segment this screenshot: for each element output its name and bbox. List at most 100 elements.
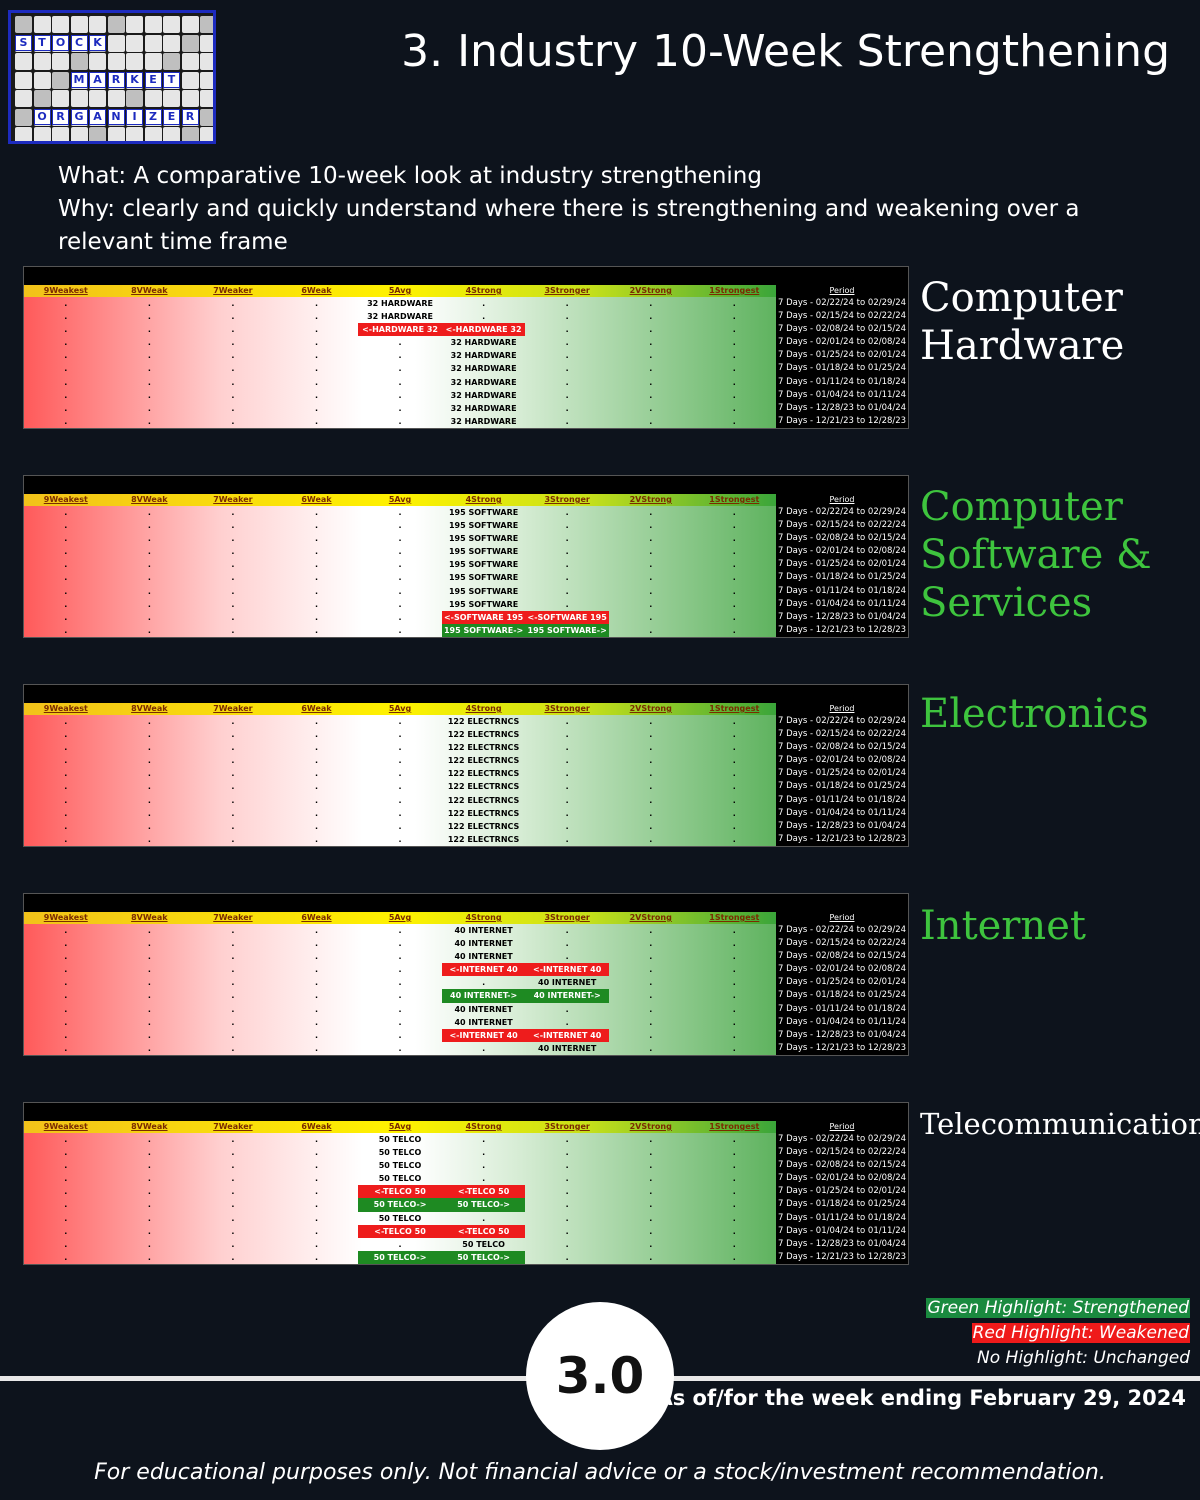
rank-cell: . [482, 1148, 486, 1158]
industry-label: Telecommunications [920, 1106, 1200, 1142]
logo-letter: A [89, 71, 106, 88]
column-header: 3Stronger [544, 704, 590, 713]
period-cell: 7 Days - 02/15/24 to 02/22/24 [778, 1147, 907, 1158]
period-cell: 7 Days - 01/18/24 to 01/25/24 [778, 781, 907, 792]
rank-cell: . [565, 325, 569, 335]
rank-cell: 32 HARDWARE [450, 351, 517, 361]
rank-cell: . [649, 978, 653, 988]
column-header: 7Weaker [213, 495, 253, 504]
table-row: ..... <-SOFTWARE 195 <-SOFTWARE 195.. [24, 610, 776, 624]
rank-cell: . [314, 325, 318, 335]
rank-cell: . [732, 952, 736, 962]
rank-cell: 50 TELCO [378, 1135, 422, 1144]
rank-cell: . [231, 1004, 235, 1014]
rank-cell: . [649, 939, 653, 949]
rank-cell: . [398, 769, 402, 779]
rank-cell: 32 HARDWARE [450, 364, 517, 374]
period-cell: 7 Days - 12/28/23 to 01/04/24 [778, 402, 907, 413]
rank-cell: 195 SOFTWARE [448, 534, 519, 544]
logo-tile [52, 53, 69, 70]
period-cell: 7 Days - 01/11/24 to 01/18/24 [778, 376, 907, 387]
rank-cell: . [314, 939, 318, 949]
column-header: 5Avg [388, 913, 412, 922]
rank-cell: . [649, 965, 653, 975]
rank-cell: . [64, 573, 68, 583]
rank-cell: . [565, 1252, 569, 1262]
rank-cell: <-TELCO 50 [358, 1224, 442, 1238]
table-row: ..... 195 SOFTWARE... [24, 506, 776, 519]
sheet-header-bar [24, 685, 908, 703]
rank-cell: . [398, 1017, 402, 1027]
rank-cell: . [314, 965, 318, 975]
rank-cell: . [147, 1161, 151, 1171]
period-cell: 7 Days - 02/08/24 to 02/15/24 [778, 1160, 907, 1171]
rank-cell: . [398, 364, 402, 374]
rank-cell: 40 INTERNET [454, 939, 513, 949]
rank-cell: . [231, 377, 235, 387]
rank-cell: . [732, 717, 736, 726]
rank-cell: 195 SOFTWARE [448, 599, 519, 609]
period-cell: 7 Days - 01/18/24 to 01/25/24 [778, 1199, 907, 1210]
logo-tile [33, 90, 51, 107]
rank-cell: 32 HARDWARE [450, 377, 517, 387]
rank-cell: . [314, 1135, 318, 1144]
rank-cell: 195 SOFTWARE [448, 560, 519, 570]
rank-cell: . [732, 939, 736, 949]
rank-cell: . [231, 730, 235, 740]
period-header: Period [776, 494, 908, 506]
rank-cell: 32 HARDWARE [450, 338, 517, 348]
rank-cell: . [649, 1226, 653, 1236]
table-row: ..... 32 HARDWARE... [24, 362, 776, 375]
rank-cell: . [649, 312, 653, 322]
period-cell: 7 Days - 01/11/24 to 01/18/24 [778, 1212, 907, 1223]
table-row: ..... 40 INTERNET-> 40 INTERNET->.. [24, 989, 776, 1003]
rank-cell: . [314, 1200, 318, 1210]
period-header: Period [776, 912, 908, 924]
rank-cell: . [231, 769, 235, 779]
rank-cell: . [398, 625, 402, 635]
rank-cell: . [231, 926, 235, 935]
industry-label-line: Hardware [920, 323, 1125, 369]
rank-cell: . [231, 547, 235, 557]
logo-tile [200, 71, 213, 89]
rank-cell: . [565, 299, 569, 308]
rank-cell: . [231, 325, 235, 335]
rank-cell: . [482, 1161, 486, 1171]
logo-tile [126, 127, 143, 141]
rank-cell: . [147, 508, 151, 517]
table-row: ..... 122 ELECTRNCS... [24, 767, 776, 780]
period-cell: 7 Days - 02/01/24 to 02/08/24 [778, 1173, 907, 1184]
rank-cell: . [649, 403, 653, 413]
sheet-header-bar [24, 1103, 908, 1121]
rank-cell: <-INTERNET 40 [441, 963, 526, 977]
column-header: 1Strongest [709, 1122, 760, 1131]
rank-cell: . [649, 1135, 653, 1144]
rank-cell: . [231, 991, 235, 1001]
rank-cell: . [147, 612, 151, 622]
rank-cell: . [649, 730, 653, 740]
rank-cell: . [398, 390, 402, 400]
logo-tile [144, 53, 162, 70]
rank-cell: . [314, 299, 318, 308]
table-row: ..... 195 SOFTWARE... [24, 571, 776, 584]
logo-tile [181, 71, 199, 89]
table-row: ..... 122 ELECTRNCS... [24, 833, 776, 846]
table-row: ..... 122 ELECTRNCS... [24, 807, 776, 820]
industry-label-line: Services [920, 580, 1093, 626]
rank-cell: 195 SOFTWARE-> [525, 623, 609, 637]
rank-cell: . [64, 939, 68, 949]
rank-cell: . [314, 560, 318, 570]
rank-cell: . [649, 1017, 653, 1027]
rank-cell: . [732, 338, 736, 348]
rank-cell: . [64, 299, 68, 308]
rank-cell: . [565, 599, 569, 609]
rank-cell: . [649, 795, 653, 805]
table-row: ..... 32 HARDWARE... [24, 349, 776, 362]
rank-cell: . [732, 730, 736, 740]
rank-cell: . [732, 390, 736, 400]
rank-cell: . [732, 1043, 736, 1053]
rank-cell: . [649, 808, 653, 818]
rank-cell: . [147, 1030, 151, 1040]
rank-cell: . [314, 1017, 318, 1027]
